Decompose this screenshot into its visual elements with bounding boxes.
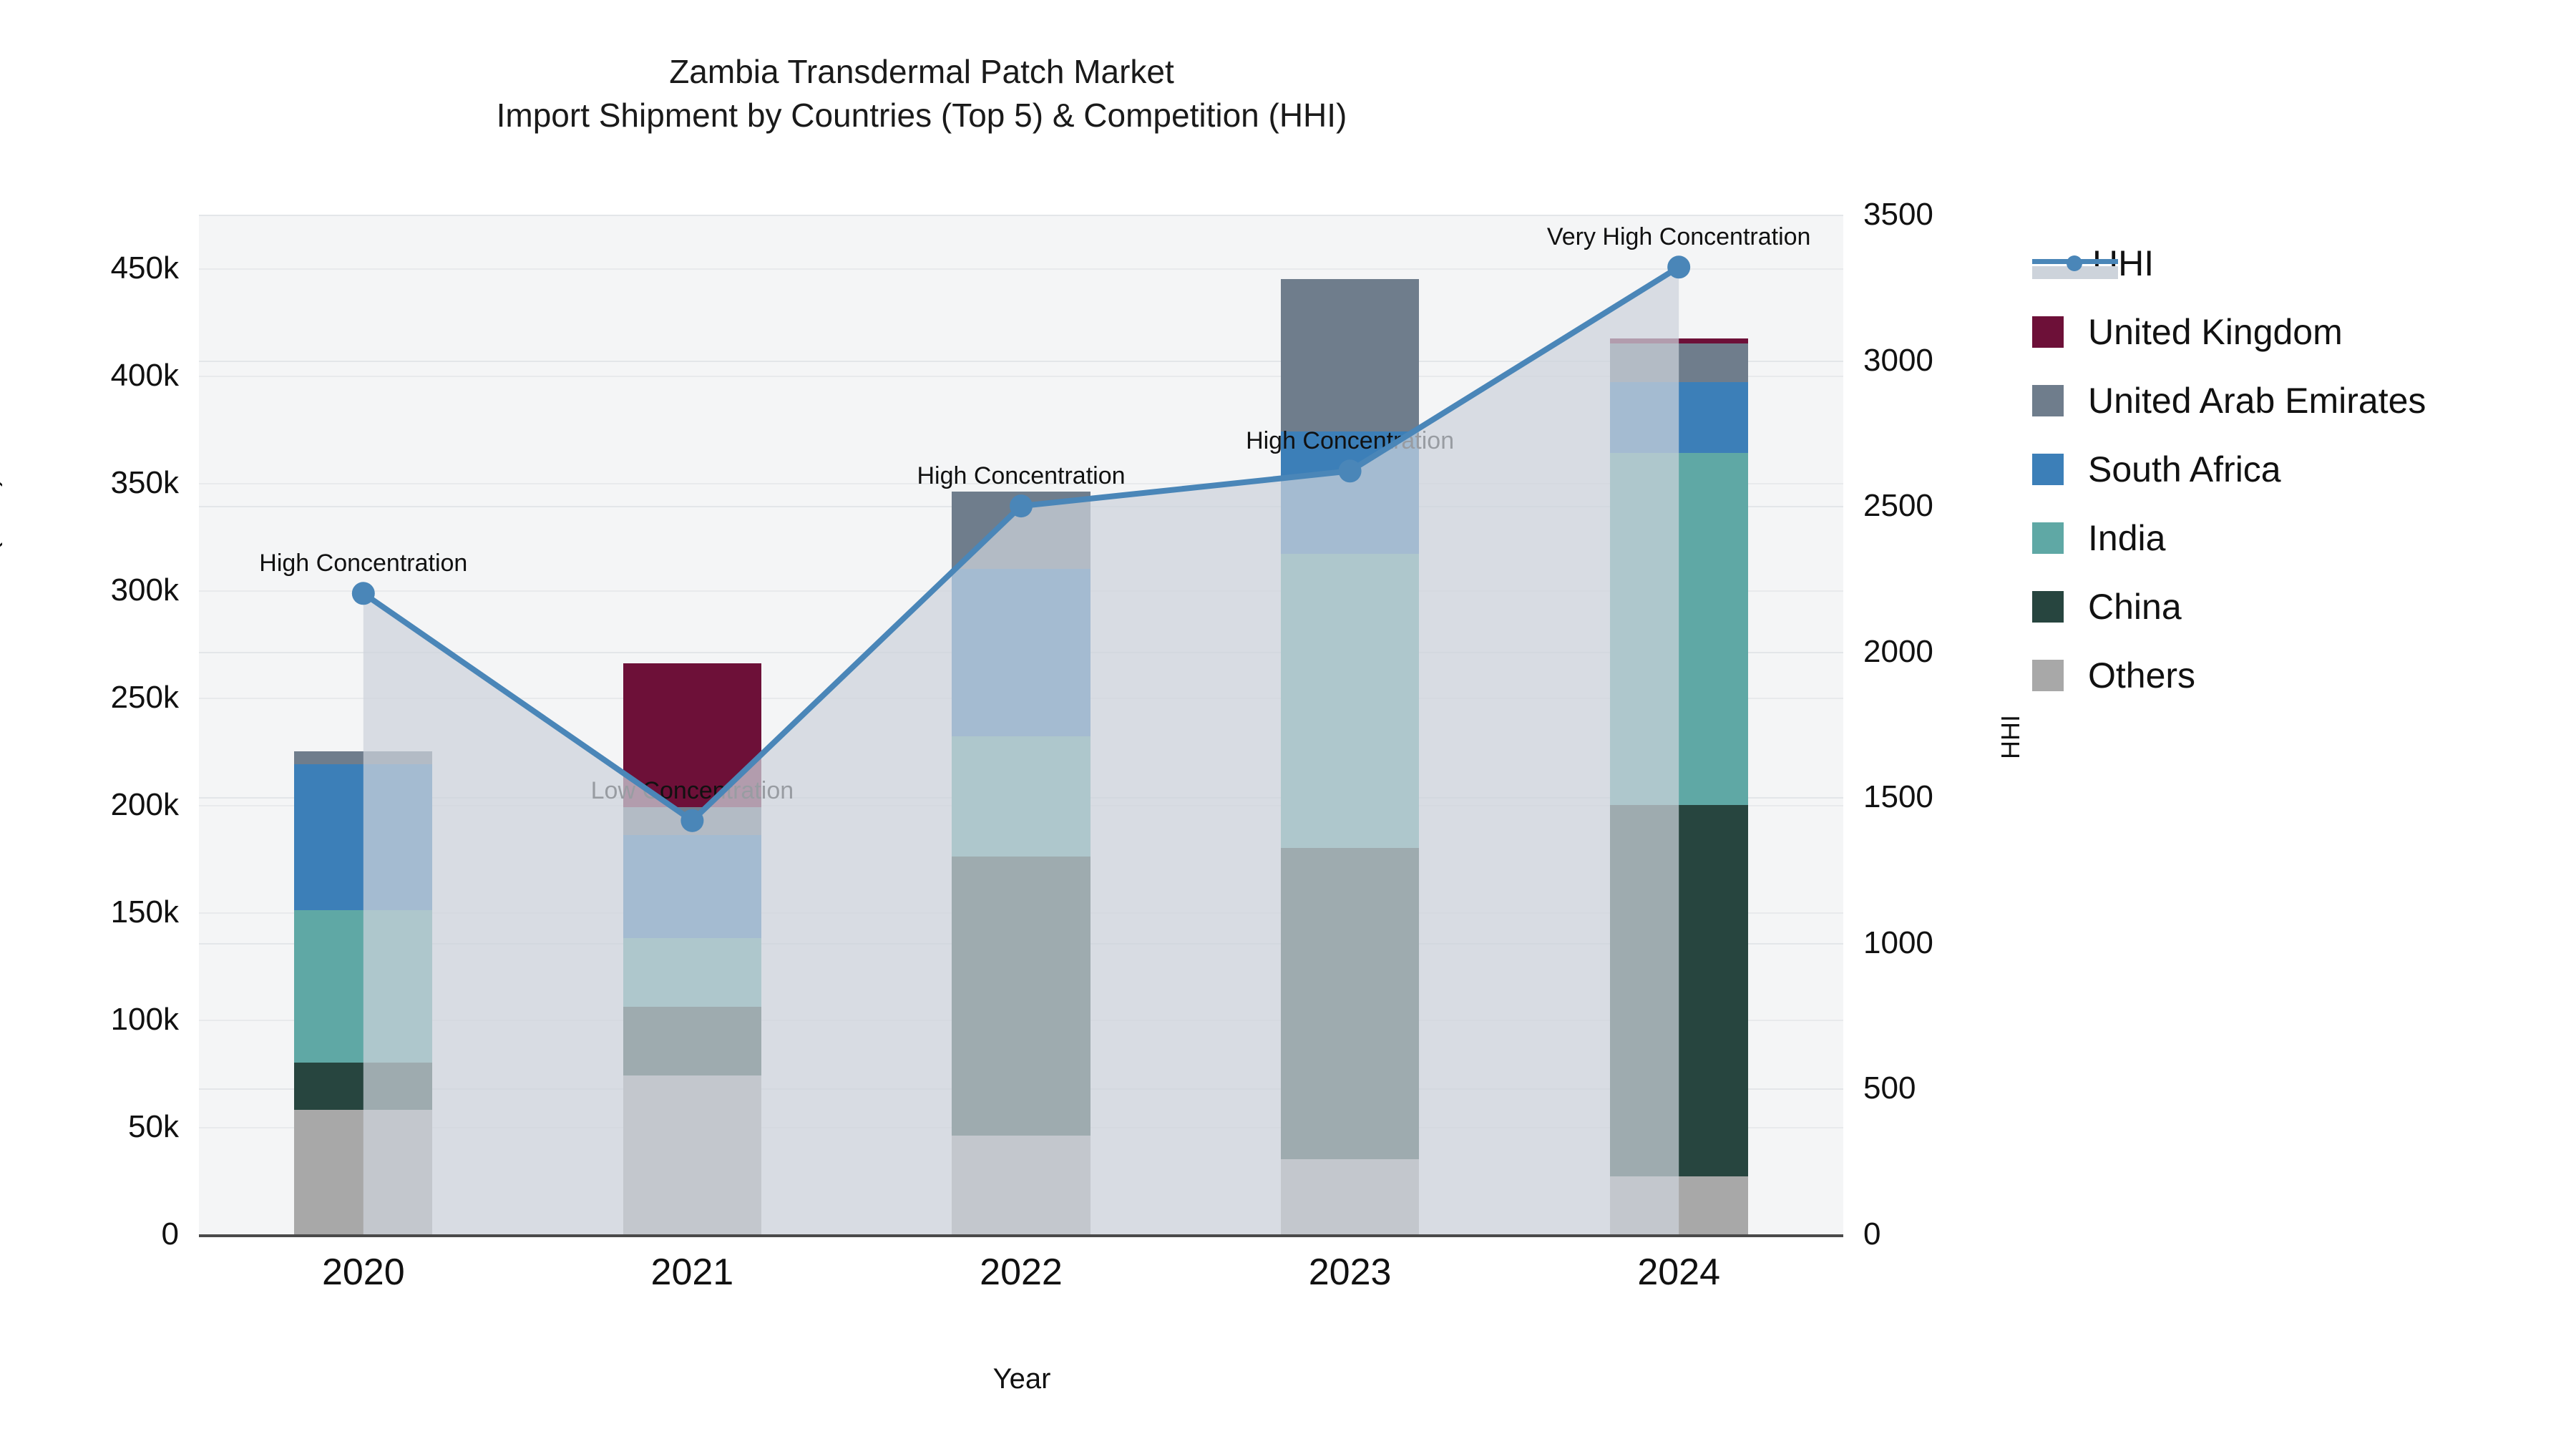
legend-item[interactable]: China (2032, 572, 2562, 641)
legend-label: China (2088, 587, 2182, 627)
bar-segment[interactable] (294, 910, 433, 1063)
bar-stack[interactable] (952, 215, 1091, 1234)
y-axis-right-tick: 1000 (1863, 924, 1933, 960)
legend-item[interactable]: HHI (2032, 229, 2562, 298)
bar-segment[interactable] (623, 938, 761, 1007)
bar-segment[interactable] (952, 492, 1091, 569)
bar-segment[interactable] (623, 1075, 761, 1234)
gridline (199, 215, 1843, 216)
legend-item[interactable]: India (2032, 504, 2562, 572)
bar-segment[interactable] (952, 736, 1091, 857)
bar-segment[interactable] (1609, 382, 1748, 453)
bar-segment[interactable] (1609, 805, 1748, 1176)
legend-swatch (2032, 316, 2064, 348)
bar-stack[interactable] (1281, 215, 1420, 1234)
hhi-annotation: High Concentration (917, 462, 1126, 490)
legend-swatch (2032, 385, 2064, 416)
bar-stack[interactable] (1609, 215, 1748, 1234)
bar-segment[interactable] (623, 1007, 761, 1075)
y-axis-left-label: TRADE VALUE (US$) (0, 477, 3, 757)
x-axis-tick: 2020 (321, 1252, 405, 1293)
y-axis-left-tick: 300k (110, 572, 179, 608)
y-axis-right-tick: 2500 (1863, 488, 1933, 524)
legend-swatch (2032, 660, 2064, 691)
bar-segment[interactable] (294, 1110, 433, 1234)
bar-segment[interactable] (294, 751, 433, 764)
legend-label: Others (2088, 655, 2196, 696)
legend-label: India (2088, 518, 2166, 558)
y-axis-left-tick: 50k (128, 1109, 179, 1144)
y-axis-left-tick: 150k (110, 894, 179, 930)
x-axis-tick: 2023 (1308, 1252, 1392, 1293)
legend-item[interactable]: United Kingdom (2032, 298, 2562, 366)
y-axis-left-tick: 450k (110, 250, 179, 286)
hhi-annotation: High Concentration (1246, 427, 1455, 455)
bar-segment[interactable] (1281, 1159, 1420, 1234)
hhi-annotation: High Concentration (259, 550, 468, 577)
bar-segment[interactable] (1609, 453, 1748, 805)
bar-segment[interactable] (294, 764, 433, 910)
bar-segment[interactable] (952, 857, 1091, 1136)
y-axis-right-tick: 1500 (1863, 779, 1933, 815)
y-axis-left-tick: 0 (161, 1216, 179, 1252)
y-axis-left-tick: 200k (110, 787, 179, 822)
bar-segment[interactable] (294, 1063, 433, 1110)
x-axis-line (199, 1234, 1843, 1237)
chart-title-line1: Zambia Transdermal Patch Market (669, 53, 1174, 90)
y-axis-left-tick: 400k (110, 358, 179, 393)
legend-line-marker (2032, 248, 2118, 279)
legend-label: United Arab Emirates (2088, 381, 2426, 421)
bar-segment[interactable] (1281, 848, 1420, 1159)
y-axis-right-tick: 3500 (1863, 197, 1933, 232)
x-axis-label: Year (992, 1363, 1051, 1395)
legend: HHI United Kingdom United Arab Emirates Sou… (2032, 229, 2562, 710)
bar-segment[interactable] (1281, 279, 1420, 431)
legend-swatch (2032, 454, 2064, 485)
chart-title-line2: Import Shipment by Countries (Top 5) & C… (496, 96, 1347, 134)
hhi-annotation: Very High Concentration (1546, 223, 1811, 251)
y-axis-right-tick: 3000 (1863, 342, 1933, 378)
bar-segment[interactable] (952, 569, 1091, 736)
x-axis-tick: 2022 (980, 1252, 1063, 1293)
y-axis-left-tick: 250k (110, 680, 179, 715)
legend-label: United Kingdom (2088, 312, 2343, 352)
y-axis-left-tick: 100k (110, 1002, 179, 1037)
bar-segment[interactable] (952, 1136, 1091, 1234)
bar-segment[interactable] (623, 835, 761, 938)
bar-segment[interactable] (1609, 338, 1748, 343)
y-axis-left-tick: 350k (110, 465, 179, 500)
bar-segment[interactable] (1609, 343, 1748, 382)
bar-segment[interactable] (623, 807, 761, 835)
legend-item[interactable]: United Arab Emirates (2032, 366, 2562, 435)
y-axis-right-tick: 0 (1863, 1216, 1881, 1252)
y-axis-right-tick: 500 (1863, 1070, 1916, 1106)
legend-swatch (2032, 522, 2064, 554)
bar-segment[interactable] (1609, 1176, 1748, 1234)
x-axis-tick: 2021 (650, 1252, 734, 1293)
legend-swatch (2032, 591, 2064, 623)
hhi-annotation: Low Concentration (590, 776, 794, 804)
x-axis-tick: 2024 (1637, 1252, 1721, 1293)
bar-stack[interactable] (623, 215, 761, 1234)
legend-item[interactable]: Others (2032, 641, 2562, 710)
y-axis-right-label: HHI (1996, 715, 2025, 759)
legend-item[interactable]: South Africa (2032, 435, 2562, 504)
legend-label: South Africa (2088, 449, 2281, 489)
bar-segment[interactable] (1281, 554, 1420, 848)
y-axis-right-tick: 2000 (1863, 633, 1933, 669)
chart-title: Zambia Transdermal Patch Market Import S… (0, 50, 1843, 137)
bar-stack[interactable] (294, 215, 433, 1234)
